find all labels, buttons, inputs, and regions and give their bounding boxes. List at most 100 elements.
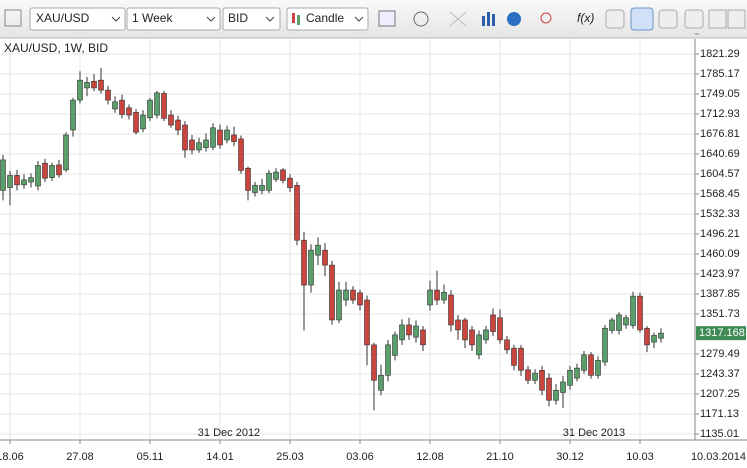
candle-body	[126, 107, 132, 116]
symbol-combo[interactable]: XAU/USD	[29, 7, 126, 31]
candle-body	[371, 344, 377, 381]
alert-icon[interactable]	[540, 12, 552, 24]
candle-body	[112, 101, 118, 110]
y-tick-label: 1351.73	[700, 308, 740, 320]
side-combo[interactable]: BID	[222, 7, 281, 31]
candle-body	[245, 167, 251, 191]
candle-body	[616, 314, 622, 331]
y-tick-label: 1785.17	[700, 68, 740, 80]
candle-body	[392, 334, 398, 356]
candle-body	[56, 164, 62, 176]
candle-body	[469, 329, 475, 346]
candle-body	[42, 162, 48, 179]
candle-body	[259, 185, 265, 191]
y-tick-label: 1207.25	[700, 388, 740, 400]
candle-body	[21, 179, 27, 186]
candle-body	[91, 80, 97, 89]
candle-body	[238, 138, 244, 171]
bars-icon[interactable]	[482, 12, 495, 26]
candle-body	[315, 244, 321, 256]
candle-body	[70, 99, 76, 131]
symbol-text: XAU/USD	[36, 11, 90, 25]
candle-body	[287, 177, 293, 188]
y-tick-label: 1243.37	[700, 368, 740, 380]
candle-body	[441, 291, 447, 301]
candle-body	[476, 334, 482, 356]
y-tick-label: 1604.57	[700, 168, 740, 180]
chart-type-combo[interactable]: Candle	[286, 7, 369, 31]
draw-icon[interactable]	[449, 11, 467, 27]
info-icon[interactable]	[507, 12, 521, 26]
cursor-date-label: 10.03.2014	[691, 451, 746, 463]
y-tick-label: 1568.45	[700, 188, 740, 200]
candle-body	[434, 289, 440, 301]
candle-body	[147, 99, 153, 119]
candle-body	[210, 127, 216, 148]
grip-icon[interactable]	[4, 9, 22, 27]
candle-body	[546, 377, 552, 401]
period-combo[interactable]: 1 Week	[126, 7, 221, 31]
y-tick-label: 1279.49	[700, 348, 740, 360]
y-tick-label: 1676.81	[700, 128, 740, 140]
candle-body	[154, 92, 160, 116]
y-tick-label: 1640.69	[700, 148, 740, 160]
candle-body	[637, 295, 643, 331]
x-tick-label: 18.06	[0, 451, 24, 463]
candle-body	[364, 299, 370, 346]
candle-body	[455, 319, 461, 331]
candle-body	[203, 139, 209, 149]
candle-body	[231, 134, 237, 142]
candle-body	[301, 239, 307, 286]
sync-btn[interactable]	[630, 7, 654, 31]
candle-body	[175, 119, 181, 131]
fx-icon[interactable]: f(x)	[577, 11, 594, 25]
x-tick-label: 25.03	[276, 451, 304, 463]
candle-body	[588, 354, 594, 376]
x-tick-label: 30.12	[556, 451, 584, 463]
x-tick-label: 27.08	[66, 451, 94, 463]
first-btn[interactable]	[605, 9, 625, 29]
candle-body	[280, 169, 286, 181]
candle-body	[217, 129, 223, 146]
candle-body	[406, 324, 412, 336]
candle-body	[189, 139, 195, 151]
y-tick-label: 1712.93	[700, 108, 740, 120]
candle-body	[651, 335, 657, 343]
candle-body	[7, 175, 13, 188]
candle-body	[378, 375, 384, 391]
candle-body	[336, 289, 342, 321]
y-tick-label: 1423.97	[700, 268, 740, 280]
scroll-left-btn[interactable]	[708, 9, 727, 29]
y-tick-label: 1821.29	[700, 48, 740, 60]
chart-type-text: Candle	[306, 11, 344, 25]
candle-body	[357, 292, 363, 306]
candle-body	[511, 347, 517, 366]
candle-body	[581, 354, 587, 371]
candle-body	[0, 159, 6, 191]
candle-body	[322, 249, 328, 266]
add-indicator-icon[interactable]	[378, 10, 396, 27]
candle-body	[182, 124, 188, 151]
scroll-right-btn[interactable]	[727, 9, 746, 29]
candle-body	[658, 332, 664, 339]
y-tick-label: 1387.85	[700, 288, 740, 300]
pause-btn[interactable]	[658, 9, 678, 29]
y-tick-label: 1749.05	[700, 88, 740, 100]
candle-body	[28, 177, 34, 183]
clock-icon[interactable]	[413, 11, 429, 27]
candle-body	[420, 329, 426, 346]
candle-body	[14, 175, 20, 186]
candle-body	[161, 93, 167, 119]
candle-body	[602, 327, 608, 363]
candle-body	[504, 339, 510, 351]
x-tick-label: 14.01	[206, 451, 234, 463]
candle-body	[329, 264, 335, 321]
candle-body	[490, 314, 496, 332]
candle-body	[567, 370, 573, 386]
candle-body	[525, 369, 531, 381]
candle-body	[385, 344, 391, 376]
candle-body	[595, 360, 601, 376]
y-tick-label: 1496.21	[700, 228, 740, 240]
stop-btn[interactable]	[684, 9, 704, 29]
